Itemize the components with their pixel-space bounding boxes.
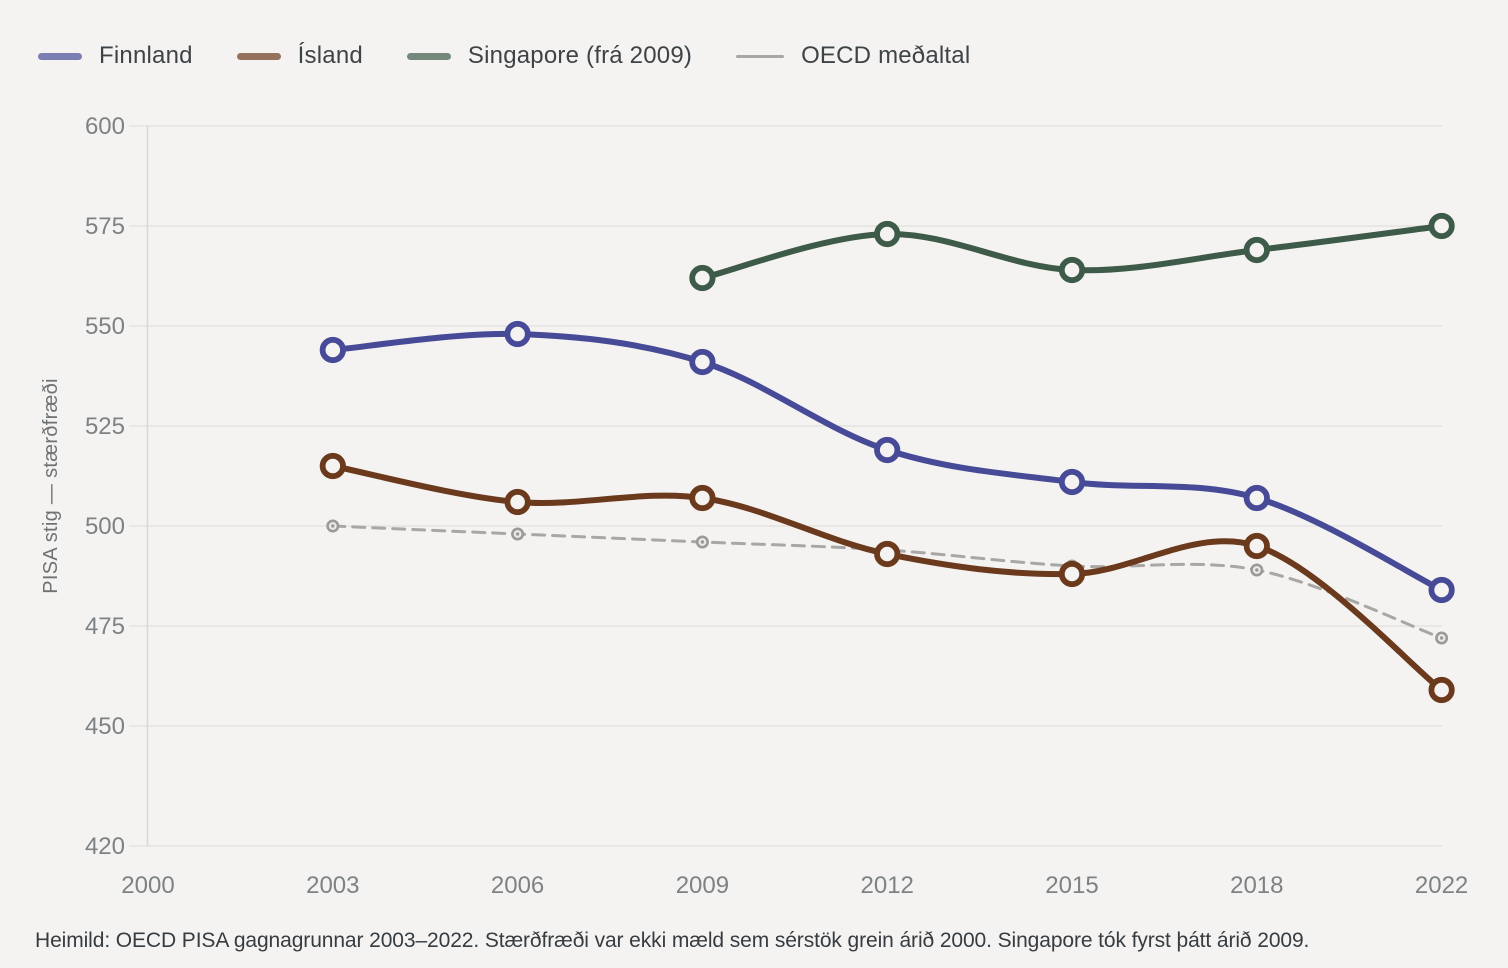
data-point-finnland-2018 [1243, 484, 1270, 512]
data-point-dot-oecd-me-altal-2022 [1439, 636, 1444, 640]
y-tick-label-525: 525 [85, 413, 125, 440]
legend-label-singapore-fr-2009: Singapore (frá 2009) [467, 42, 693, 69]
legend-swatch-finnland [38, 52, 82, 60]
data-point-singapore-fr-2009-2012 [874, 220, 901, 248]
data-point-finnland-2012 [874, 436, 901, 464]
data-point-finnland-2003 [319, 336, 346, 364]
legend-swatch-singapore-fr-2009 [406, 52, 451, 60]
legend-label-sland: Ísland [297, 42, 363, 69]
legend-swatch-sland [236, 52, 281, 60]
y-tick-label-475: 475 [85, 613, 125, 640]
data-point-finnland-2009 [689, 348, 716, 376]
data-point-singapore-fr-2009-2009 [689, 264, 716, 292]
legend-item-finnland: Finnland [38, 42, 193, 70]
data-point-sland-2018 [1243, 532, 1270, 560]
data-point-singapore-fr-2009-2015 [1058, 256, 1086, 284]
data-point-sland-2012 [874, 540, 901, 568]
data-point-dot-oecd-me-altal-2006 [515, 532, 520, 536]
data-point-sland-2003 [319, 452, 346, 480]
x-tick-label-2006: 2006 [491, 872, 544, 899]
y-tick-label-500: 500 [85, 513, 125, 540]
legend-label-oecd-me-altal: OECD meðaltal [801, 42, 971, 69]
x-tick-label-2009: 2009 [676, 872, 729, 899]
x-tick-label-2022: 2022 [1415, 872, 1468, 899]
data-point-finnland-2006 [504, 320, 531, 348]
legend-swatch-oecd-me-altal [736, 54, 785, 58]
legend-item-sland: Ísland [236, 42, 363, 70]
y-axis-title: PISA stig — stærðfræði [40, 378, 62, 594]
data-point-dot-oecd-me-altal-2009 [700, 540, 705, 544]
data-point-singapore-fr-2009-2018 [1243, 236, 1270, 264]
data-point-sland-2022 [1428, 676, 1455, 704]
y-tick-label-420: 420 [85, 833, 125, 860]
x-tick-label-2000: 2000 [121, 872, 174, 899]
data-point-dot-oecd-me-altal-2018 [1255, 568, 1259, 572]
data-point-finnland-2022 [1428, 576, 1455, 604]
legend-item-oecd-me-altal: OECD meðaltal [736, 42, 970, 70]
source-note: Heimild: OECD PISA gagnagrunnar 2003–202… [35, 929, 1310, 952]
chart-legend: Finnland Ísland Singapore (frá 2009) OECD m… [38, 42, 970, 70]
x-tick-label-2015: 2015 [1045, 872, 1098, 899]
data-point-sland-2006 [504, 488, 531, 516]
x-tick-label-2012: 2012 [861, 872, 914, 899]
legend-item-singapore-fr-2009: Singapore (frá 2009) [406, 42, 693, 70]
data-point-finnland-2015 [1058, 468, 1086, 496]
y-tick-label-575: 575 [85, 213, 125, 240]
y-tick-label-600: 600 [85, 113, 125, 140]
x-tick-label-2003: 2003 [306, 872, 359, 899]
data-point-sland-2009 [689, 484, 716, 512]
series-line-sland [329, 463, 1445, 693]
y-tick-label-450: 450 [85, 713, 125, 740]
data-point-dot-oecd-me-altal-2003 [331, 524, 335, 528]
x-tick-label-2018: 2018 [1230, 872, 1283, 899]
data-point-singapore-fr-2009-2022 [1428, 212, 1455, 240]
y-tick-label-550: 550 [85, 313, 125, 340]
data-point-sland-2015 [1058, 560, 1086, 588]
legend-label-finnland: Finnland [99, 42, 193, 69]
